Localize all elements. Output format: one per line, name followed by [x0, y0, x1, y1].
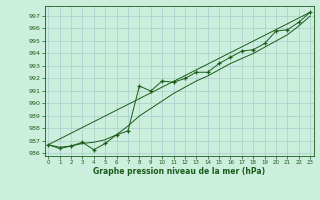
- X-axis label: Graphe pression niveau de la mer (hPa): Graphe pression niveau de la mer (hPa): [93, 167, 265, 176]
